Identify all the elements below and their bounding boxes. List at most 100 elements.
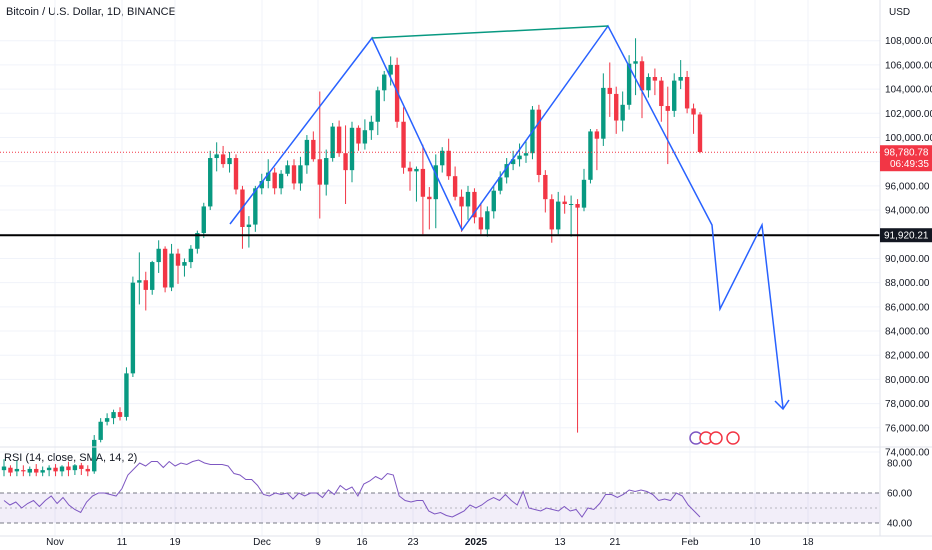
y-tick-label: 102,000.00 — [885, 109, 932, 120]
y-tick-label: 94,000.00 — [885, 206, 930, 217]
x-tick-label: Nov — [46, 537, 64, 548]
y-tick-label: 84,000.00 — [885, 327, 930, 338]
candle-body — [201, 206, 206, 234]
candle-body — [646, 76, 651, 91]
rsi-tick-label: 40.00 — [887, 519, 912, 530]
candle-body — [465, 191, 471, 207]
candle-body — [626, 63, 632, 105]
grid-lines — [0, 0, 880, 536]
candle-body — [233, 158, 239, 190]
candle-body — [684, 76, 690, 109]
candle-body — [517, 155, 522, 160]
y-tick-label: 108,000.00 — [885, 36, 932, 47]
y-tick-label: 90,000.00 — [885, 254, 930, 265]
candle-body — [665, 106, 670, 111]
candle-body — [697, 114, 703, 152]
candle-body — [536, 109, 542, 175]
countdown-label: 06:49:35 — [890, 159, 929, 170]
drawings-layer — [0, 24, 880, 445]
event-flag-icon — [726, 431, 740, 445]
candle-body — [607, 87, 612, 94]
candle-body — [388, 64, 393, 75]
candle-body — [433, 165, 438, 200]
candle-body — [633, 61, 638, 64]
x-tick-label: 18 — [802, 537, 814, 548]
candle-body — [504, 164, 509, 178]
x-tick-label: 9 — [315, 537, 321, 548]
candle-body — [214, 154, 219, 159]
candle-body — [227, 158, 232, 165]
candle-body — [21, 470, 26, 472]
x-tick-label: Dec — [253, 537, 271, 548]
event-flag-icon — [709, 431, 723, 445]
candle-body — [8, 467, 13, 473]
candle-body — [169, 253, 174, 288]
y-tick-label: 74,000.00 — [885, 448, 930, 459]
candle-body — [375, 90, 380, 122]
x-tick-label: Feb — [681, 537, 699, 548]
support-price-label: 91,920.21 — [884, 231, 929, 242]
projection-zigzag — [229, 24, 784, 409]
projection-arrowhead — [774, 399, 790, 411]
last-price-label: 98,780.78 — [884, 148, 929, 159]
currency-label: USD — [889, 7, 911, 18]
candle-body — [581, 179, 587, 208]
candle-body — [336, 126, 342, 154]
candle-body — [639, 61, 645, 91]
candle-body — [556, 201, 561, 230]
candle-body — [79, 465, 84, 469]
candle-body — [208, 158, 213, 207]
candle-body — [137, 280, 142, 283]
x-tick-label: 2025 — [465, 537, 488, 548]
candle-body — [182, 262, 187, 266]
candle-body — [485, 211, 490, 230]
candle-body — [614, 93, 619, 121]
candle-body — [85, 468, 90, 472]
candle-body — [259, 181, 264, 189]
candle-body — [46, 467, 52, 471]
candle-body — [117, 412, 123, 417]
candle-body — [150, 262, 155, 290]
candle-body — [459, 196, 464, 207]
candle-body — [652, 76, 658, 81]
candle-body — [1, 466, 7, 471]
candle-body — [382, 74, 387, 91]
candle-body — [40, 470, 45, 473]
x-tick-label: 19 — [169, 537, 181, 548]
candle-body — [130, 282, 136, 374]
y-tick-label: 88,000.00 — [885, 278, 930, 289]
candle-body — [253, 188, 258, 225]
x-tick-label: 11 — [117, 537, 128, 548]
candle-body — [472, 191, 477, 218]
candle-body — [407, 167, 413, 172]
candle-body — [349, 127, 355, 171]
candle-body — [678, 76, 683, 81]
candle-body — [124, 373, 129, 417]
candle-body — [588, 131, 593, 180]
candle-body — [330, 126, 335, 159]
candle-body — [420, 168, 426, 197]
candle-body — [111, 412, 116, 419]
candle-body — [575, 204, 580, 208]
last-price-badge — [880, 145, 932, 172]
candle-body — [317, 159, 322, 185]
y-tick-label: 104,000.00 — [885, 85, 932, 96]
candle-body — [343, 153, 348, 171]
candle-body — [98, 421, 103, 440]
x-tick-label: 21 — [609, 537, 621, 548]
candle-body — [659, 80, 664, 107]
candle-body — [510, 159, 516, 165]
candle-body — [34, 468, 39, 473]
y-tick-label: 96,000.00 — [885, 181, 930, 192]
rsi-tick-label: 80.00 — [887, 459, 912, 470]
x-tick-label: 23 — [407, 537, 419, 548]
candle-body — [246, 224, 252, 227]
candle-body — [188, 248, 194, 263]
candle-body — [440, 150, 445, 166]
candle-body — [414, 168, 419, 172]
candle-body — [72, 465, 78, 471]
candle-body — [66, 466, 71, 471]
y-tick-label: 80,000.00 — [885, 375, 930, 386]
